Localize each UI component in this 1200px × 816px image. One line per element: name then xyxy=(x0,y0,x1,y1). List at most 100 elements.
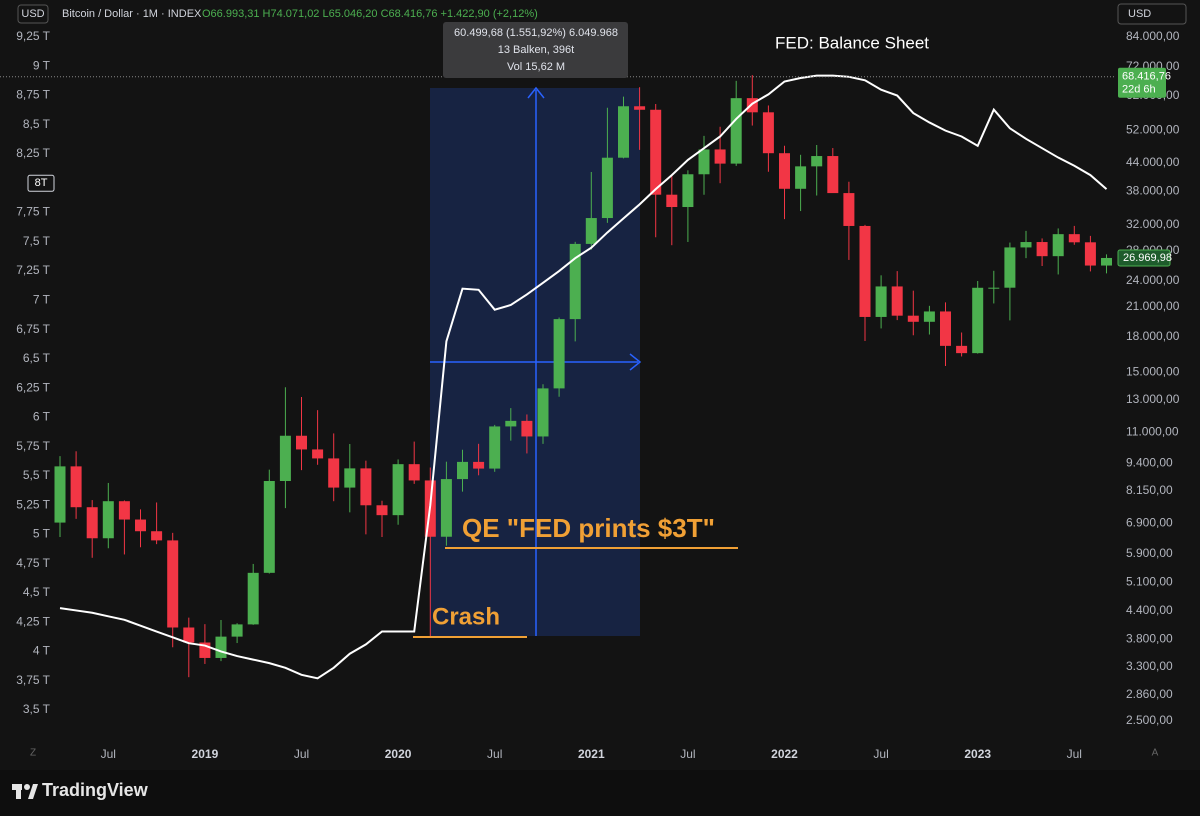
y-tick-label: 4.400,00 xyxy=(1126,603,1173,617)
price-tag xyxy=(1117,249,1171,267)
candle-body xyxy=(312,449,324,459)
y2-tick-label: 7,25 T xyxy=(16,263,50,277)
y2-tick-label: 3,5 T xyxy=(23,702,51,716)
tooltip-line: Vol 15,62 M xyxy=(507,61,565,73)
x-tick-label: Jul xyxy=(294,747,309,761)
y-tick-label: 52.000,00 xyxy=(1126,122,1180,136)
y2-tick-label: 6,25 T xyxy=(16,380,50,394)
currency-button[interactable] xyxy=(17,4,49,24)
candle-body xyxy=(296,435,307,450)
candle-body xyxy=(54,466,66,523)
candle-body xyxy=(199,642,211,658)
y2-tick-label: 4,75 T xyxy=(16,556,50,570)
candle-body xyxy=(537,388,549,437)
x-tick-label: Jul xyxy=(101,747,116,761)
x-tick-label: Jul xyxy=(680,747,695,761)
candle-body xyxy=(923,311,935,322)
candle-body xyxy=(1052,234,1064,257)
currency-button-right[interactable] xyxy=(1117,3,1187,25)
tooltip-box xyxy=(443,22,628,78)
price-tag-countdown: 22d 6h xyxy=(1122,84,1156,96)
y-tick-label: 5.900,00 xyxy=(1126,546,1173,560)
candle-body xyxy=(231,624,243,637)
y-tick-label: 3.800,00 xyxy=(1126,632,1173,646)
candle-body xyxy=(247,572,259,625)
candle-body xyxy=(569,243,581,320)
y2-tick-label: 3,75 T xyxy=(16,673,50,687)
y2-tick-label: 6,75 T xyxy=(16,322,50,336)
y2-tick-label: 4,25 T xyxy=(16,614,50,628)
currency-label: USD xyxy=(21,8,44,20)
tooltip-line: 60.499,68 (1.551,92%) 6.049.968 xyxy=(454,27,618,39)
candle-body xyxy=(521,420,533,437)
candle-body xyxy=(86,507,98,539)
candle-body xyxy=(746,98,758,113)
candle-body xyxy=(215,636,227,658)
ohlc-values: O66.993,31 H74.071,02 L65.046,20 C68.416… xyxy=(202,8,538,20)
candle-body xyxy=(263,481,275,573)
y2-tag-label: 8T xyxy=(35,177,48,189)
x-tick-label: 2019 xyxy=(192,747,219,761)
y2-tick-label: 4,5 T xyxy=(23,585,51,599)
y-tick-label: 24.000,00 xyxy=(1126,273,1180,287)
candle-body xyxy=(827,156,839,194)
price-tag-label: 68.416,76 xyxy=(1122,71,1171,83)
candle-body xyxy=(730,98,742,164)
y-tick-label: 11.000,00 xyxy=(1126,425,1179,439)
candle-body xyxy=(956,345,968,354)
y-tick-label: 2.860,00 xyxy=(1126,687,1173,701)
logo-shape xyxy=(28,784,38,799)
candle-body xyxy=(1101,257,1112,266)
candle-body xyxy=(344,468,356,488)
price-tag xyxy=(1118,67,1166,98)
y-tick-label: 21.000,00 xyxy=(1126,299,1180,313)
y2-tick-label: 8,5 T xyxy=(23,117,51,131)
range-arrow-up xyxy=(527,86,545,99)
candle-body xyxy=(859,225,871,317)
candle-body xyxy=(988,287,1000,289)
candle-body xyxy=(811,156,823,167)
y-tick-label: 18.000,00 xyxy=(1126,329,1180,343)
y2-tick-label: 7,75 T xyxy=(16,205,50,219)
y2-tick-label: 6,5 T xyxy=(23,351,51,365)
candle-body xyxy=(505,420,517,427)
candle-body xyxy=(376,505,388,516)
candle-body xyxy=(940,311,951,346)
candle-body xyxy=(1084,242,1096,266)
x-tick-label: Jul xyxy=(487,747,502,761)
y2-tick-label: 7 T xyxy=(33,292,51,306)
y2-tick-label: 9,25 T xyxy=(16,29,50,43)
symbol-title: Bitcoin / Dollar · 1M · INDEX xyxy=(62,8,202,20)
y2-tick-label: 5 T xyxy=(33,527,51,541)
candle-body xyxy=(682,174,694,208)
candle-body xyxy=(618,106,629,158)
y-tick-label: 44.000,00 xyxy=(1126,155,1180,169)
candle-body xyxy=(118,501,130,520)
y2-tick-label: 8,25 T xyxy=(16,146,50,160)
candle-body xyxy=(779,153,790,189)
y2-tag xyxy=(27,174,55,192)
y-tick-label: 6.900,00 xyxy=(1126,515,1173,529)
candle-body xyxy=(167,540,179,628)
candle-body xyxy=(408,464,420,481)
candle-body xyxy=(1020,242,1032,248)
y-tick-label: 13.000,00 xyxy=(1126,392,1180,406)
candle-body xyxy=(601,157,613,219)
price-tag-label: 26.969,98 xyxy=(1123,252,1172,264)
y2-tick-label: 6 T xyxy=(33,410,51,424)
annotation-crash: Crash xyxy=(432,603,500,630)
scale-button[interactable]: Z xyxy=(30,748,36,759)
brand-name: TradingView xyxy=(42,780,149,800)
candle-body xyxy=(279,435,291,482)
scale-button[interactable]: A xyxy=(1152,748,1159,759)
candle-body xyxy=(634,106,646,110)
y-tick-label: 3.300,00 xyxy=(1126,659,1173,673)
series-label: FED: Balance Sheet xyxy=(775,33,929,52)
y2-tick-label: 5,75 T xyxy=(16,439,50,453)
logo-shape xyxy=(24,784,30,790)
y2-tick-label: 5,25 T xyxy=(16,497,50,511)
y2-tick-label: 5,5 T xyxy=(23,468,51,482)
brand-logo[interactable]: TradingView xyxy=(12,780,149,800)
